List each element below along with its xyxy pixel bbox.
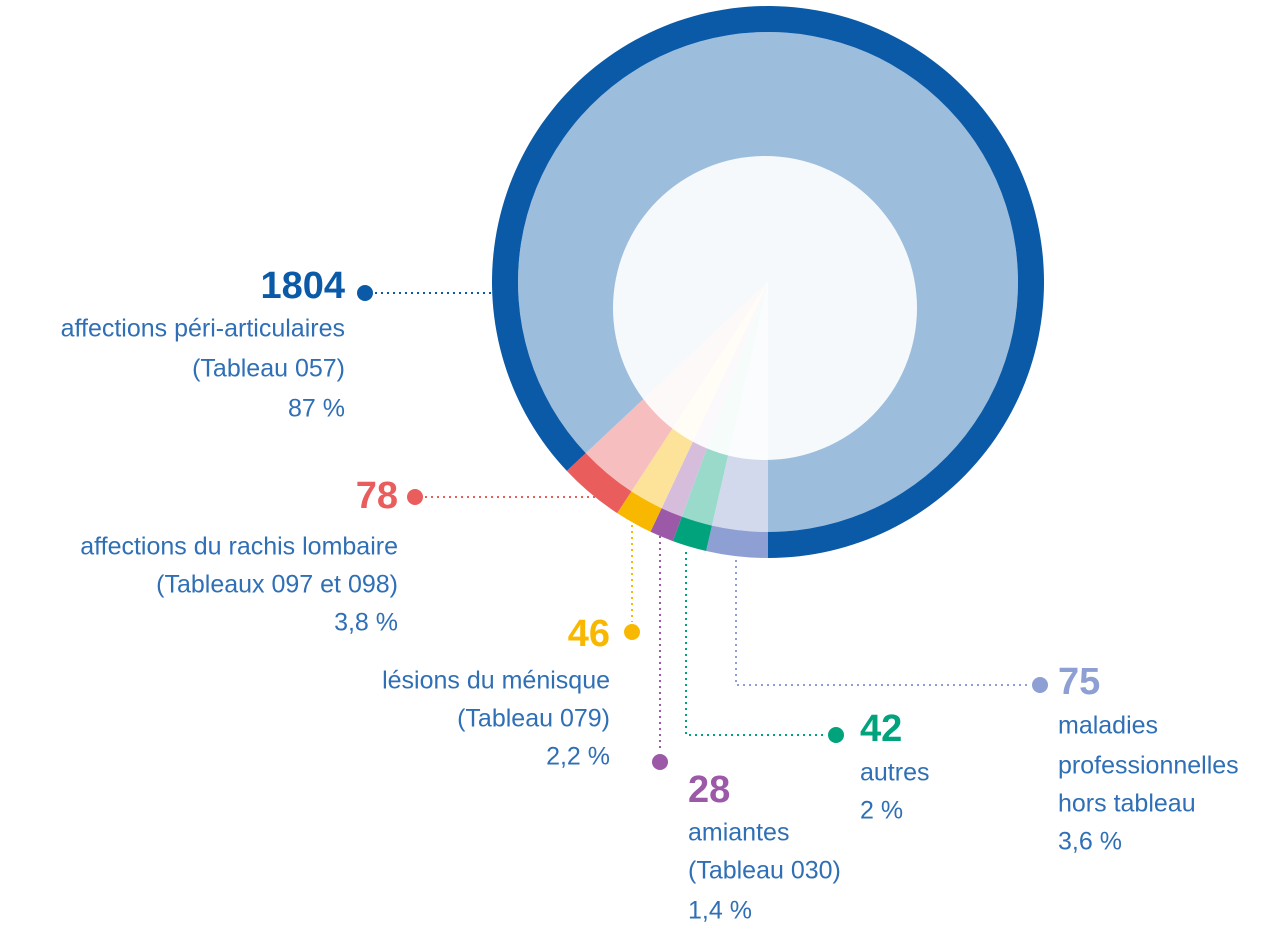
leader-line — [685, 552, 826, 736]
slice-band — [617, 491, 662, 532]
percent-label: 87 % — [288, 395, 345, 423]
percent-label: 2,2 % — [546, 743, 610, 771]
leader-line — [735, 560, 1030, 686]
leader-dot — [624, 624, 640, 640]
slice-band — [672, 516, 712, 551]
count-label: 78 — [356, 475, 398, 517]
percent-label: 3,8 % — [334, 609, 398, 637]
category-label: professionnelles — [1058, 752, 1239, 780]
count-label: 1804 — [260, 265, 345, 307]
count-label: 42 — [860, 708, 902, 750]
leader-dot — [828, 727, 844, 743]
count-label: 75 — [1058, 661, 1100, 703]
percent-label: 3,6 % — [1058, 828, 1122, 856]
category-label: (Tableau 079) — [457, 705, 610, 733]
category-label: affections péri-articulaires — [61, 315, 345, 343]
count-label: 46 — [568, 613, 610, 655]
category-label: lésions du ménisque — [382, 667, 610, 695]
count-label: 28 — [688, 769, 730, 811]
leader-dot — [1032, 677, 1048, 693]
category-label: maladies — [1058, 712, 1158, 740]
leader-dot — [407, 489, 423, 505]
category-label: autres — [860, 759, 929, 787]
category-label: (Tableaux 097 et 098) — [156, 571, 398, 599]
category-label: (Tableau 030) — [688, 857, 841, 885]
slice-band — [650, 508, 682, 542]
slice-band — [566, 453, 632, 514]
donut-hole — [613, 156, 917, 460]
category-label: (Tableau 057) — [192, 355, 345, 383]
category-label: affections du rachis lombaire — [80, 533, 398, 561]
category-label: hors tableau — [1058, 790, 1196, 818]
leader-dot — [357, 285, 373, 301]
percent-label: 1,4 % — [688, 897, 752, 925]
percent-label: 2 % — [860, 797, 903, 825]
leader-dot — [652, 754, 668, 770]
slice-band — [706, 525, 768, 558]
category-label: amiantes — [688, 819, 789, 847]
